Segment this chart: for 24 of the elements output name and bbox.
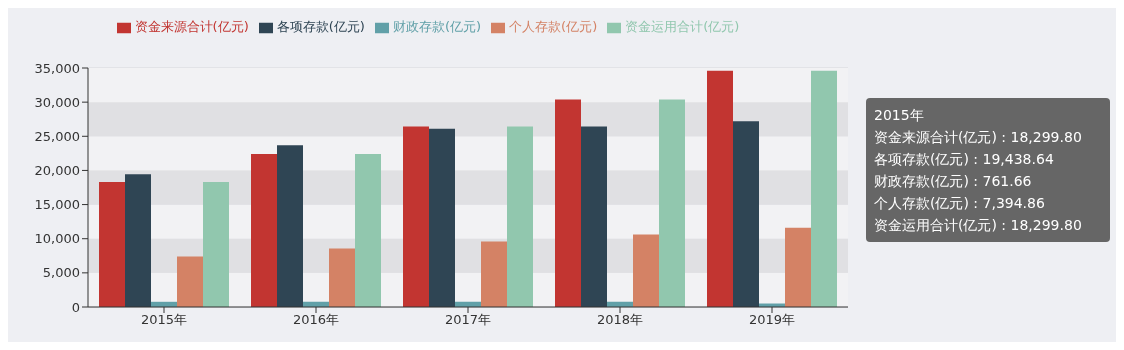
legend-label: 个人存款(亿元) (509, 19, 598, 34)
text: 个人存款(亿元) : 7,394.86 (874, 194, 1046, 213)
x-tick-label: 2015年 (140, 312, 188, 328)
y-tick-label: 15,000 (34, 197, 80, 213)
y-tick-label: 0 (71, 299, 80, 315)
text: 资金运用合计(亿元) : 18,299.80 (874, 216, 1083, 235)
legend-label: 各项存款(亿元) (276, 19, 365, 34)
text: 资金来源合计(亿元) : 18,299.80 (874, 128, 1083, 147)
y-tick-label: 35,000 (34, 60, 80, 76)
y-tick-label: 20,000 (34, 163, 80, 179)
text: 各项存款(亿元) : 19,438.64 (874, 150, 1055, 169)
legend-label: 资金运用合计(亿元) (625, 19, 740, 34)
y-tick-label: 30,000 (34, 94, 80, 110)
y-tick-label: 5,000 (42, 265, 80, 281)
legend-label: 财政存款(亿元) (392, 19, 482, 34)
legend-label: 资金来源合计(亿元) (134, 19, 249, 34)
y-tick-label: 25,000 (34, 128, 80, 144)
x-tick-label: 2019年 (748, 312, 796, 328)
x-tick-label: 2018年 (596, 312, 644, 328)
x-tick-label: 2017年 (444, 312, 492, 328)
text: 财政存款(亿元) : 761.66 (874, 172, 1033, 191)
text: 2015年 (874, 106, 925, 125)
y-tick-label: 10,000 (34, 231, 80, 247)
x-tick-label: 2016年 (292, 312, 340, 328)
